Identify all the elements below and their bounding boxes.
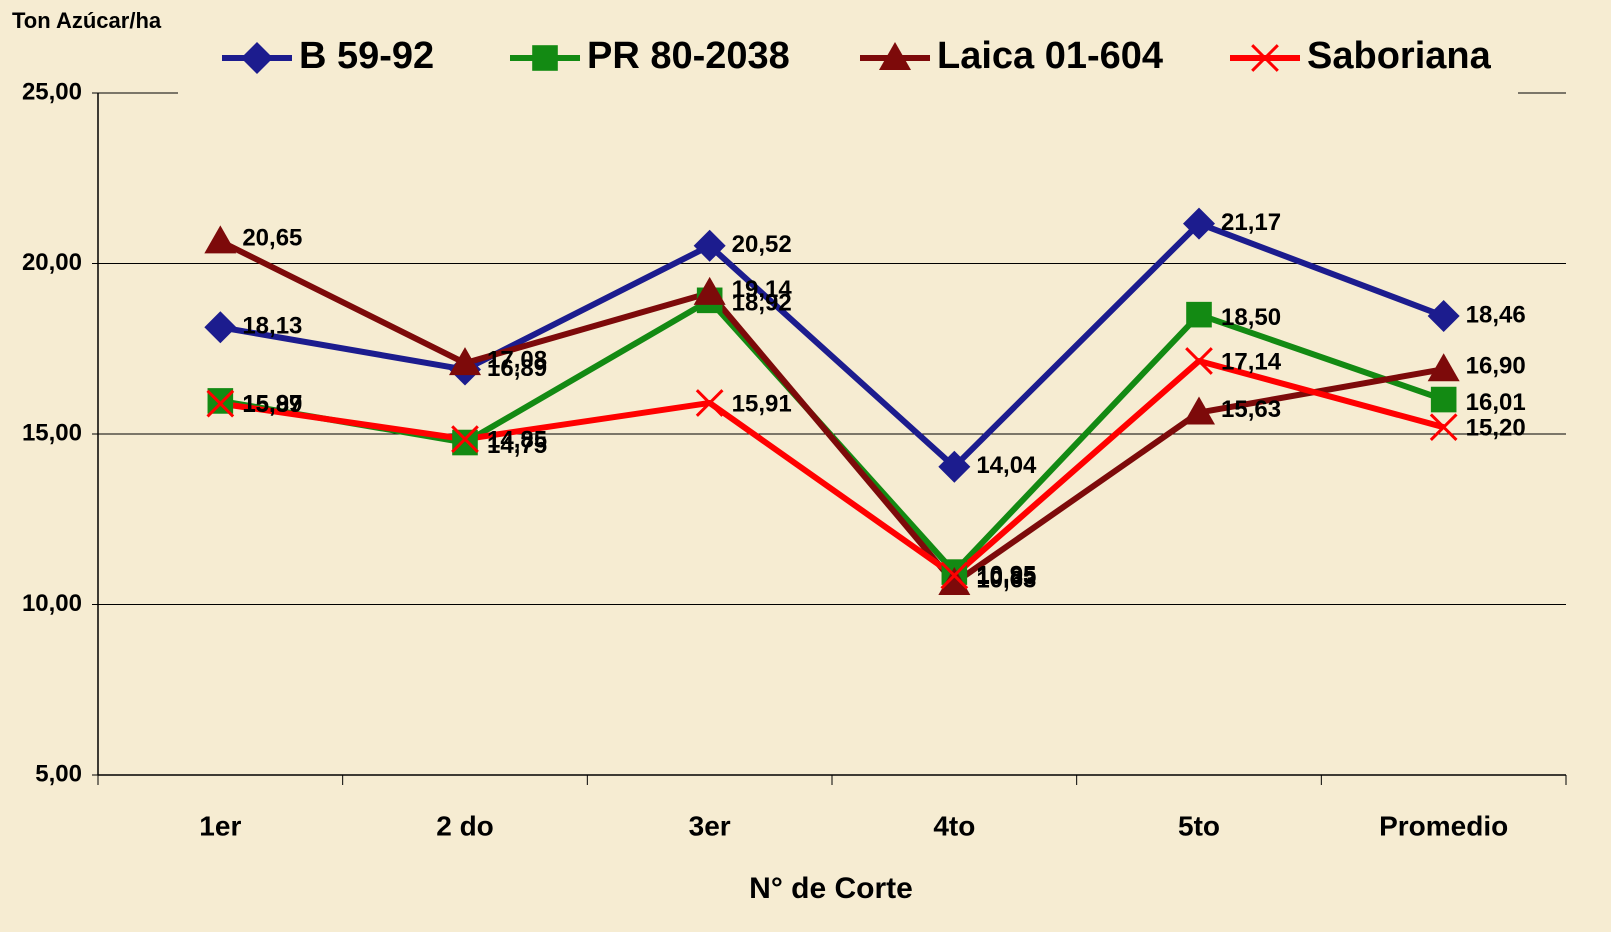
data-point xyxy=(452,429,478,456)
data-label: 15,63 xyxy=(1221,396,1281,423)
data-label: 21,17 xyxy=(1221,209,1281,236)
series-line xyxy=(219,358,1445,579)
data-point xyxy=(938,450,971,483)
data-point xyxy=(204,311,237,344)
data-point xyxy=(1185,347,1213,375)
data-point xyxy=(693,276,726,305)
x-tick-label: 3er xyxy=(689,810,731,841)
data-label: 16,89 xyxy=(487,355,547,382)
data-label: 15,91 xyxy=(732,390,792,417)
data-point xyxy=(1183,207,1215,240)
data-label: 15,97 xyxy=(242,390,302,417)
data-point xyxy=(1427,300,1460,333)
data-point xyxy=(938,567,971,596)
data-point xyxy=(1430,386,1457,413)
x-axis-title: N° de Corte xyxy=(749,872,913,905)
y-tick-label: 25,00 xyxy=(22,78,82,105)
y-tick-label: 15,00 xyxy=(22,419,82,446)
data-label: 14,85 xyxy=(487,426,547,453)
y-axis-title: Ton Azúcar/ha xyxy=(12,8,162,33)
x-tick-label: 2 do xyxy=(436,810,494,841)
data-label: 16,01 xyxy=(1466,389,1526,416)
data-label: 20,65 xyxy=(242,225,302,252)
data-label: 15,20 xyxy=(1466,415,1526,442)
data-point xyxy=(204,225,237,254)
legend-label: Laica 01-604 xyxy=(937,35,1163,77)
data-label: 14,75 xyxy=(487,432,547,459)
y-tick-label: 10,00 xyxy=(22,590,82,617)
data-label: 18,50 xyxy=(1221,304,1281,331)
data-label: 10,95 xyxy=(976,561,1036,588)
data-label: 10,85 xyxy=(976,563,1036,590)
data-point xyxy=(1186,301,1212,328)
data-point xyxy=(1429,413,1458,442)
data-label: 16,90 xyxy=(1466,353,1526,380)
data-label: 10,63 xyxy=(976,566,1036,593)
data-label: 14,04 xyxy=(976,452,1037,479)
legend-background xyxy=(178,28,1518,100)
data-label: 15,89 xyxy=(242,391,302,418)
data-label: 17,08 xyxy=(487,346,547,373)
series-line xyxy=(218,238,1445,587)
legend-marker xyxy=(532,45,558,71)
data-label: 17,14 xyxy=(1221,348,1282,375)
data-point xyxy=(693,229,726,262)
data-point xyxy=(1183,396,1215,425)
series-line xyxy=(219,220,1445,470)
data-point xyxy=(940,561,969,590)
y-tick-label: 5,00 xyxy=(35,760,82,787)
data-label: 18,92 xyxy=(732,290,792,317)
legend-label: B 59-92 xyxy=(299,35,434,77)
legend-marker xyxy=(1251,44,1279,72)
data-point xyxy=(451,425,479,453)
legend-label: PR 80-2038 xyxy=(587,35,790,77)
x-tick-label: 4to xyxy=(933,810,975,841)
data-point xyxy=(207,388,234,414)
data-point xyxy=(206,389,235,418)
y-tick-label: 20,00 xyxy=(22,249,82,276)
data-point xyxy=(449,347,481,376)
data-point xyxy=(1427,353,1460,382)
legend-marker xyxy=(879,42,911,70)
legend-marker xyxy=(241,42,273,74)
data-label: 19,14 xyxy=(732,276,793,303)
data-label: 18,13 xyxy=(242,313,302,340)
legend-label: Saboriana xyxy=(1307,35,1492,77)
x-tick-label: 1er xyxy=(199,810,241,841)
x-tick-label: Promedio xyxy=(1379,810,1508,841)
data-label: 20,52 xyxy=(732,231,792,258)
x-tick-label: 5to xyxy=(1178,810,1220,841)
data-label: 18,46 xyxy=(1466,301,1526,328)
data-point xyxy=(695,389,724,417)
